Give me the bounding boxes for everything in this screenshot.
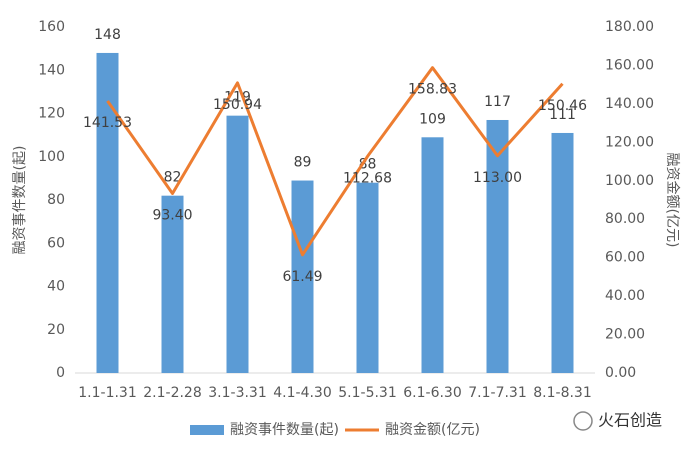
y2-tick-label: 20.00 <box>605 327 645 343</box>
x-tick-label: 2.1-2.28 <box>143 385 202 401</box>
y2-tick-label: 160.00 <box>605 57 654 73</box>
y-tick-label: 40 <box>47 279 65 295</box>
y-tick-label: 100 <box>38 149 65 165</box>
x-tick-label: 8.1-8.31 <box>533 385 592 401</box>
line <box>106 66 564 257</box>
y-tick-label: 80 <box>47 192 65 208</box>
x-tick-label: 6.1-6.30 <box>403 385 462 401</box>
line-value-label: 112.68 <box>343 170 392 186</box>
y-tick-label: 0 <box>56 365 65 381</box>
bar-value-label: 117 <box>484 94 511 110</box>
bar-value-label: 148 <box>94 27 121 43</box>
logo: 火石创造 <box>573 411 662 431</box>
bar-value-label: 89 <box>294 155 312 171</box>
y2-tick-label: 180.00 <box>605 19 654 35</box>
bar-value-label: 111 <box>549 107 576 123</box>
line-value-label: 150.46 <box>538 98 587 114</box>
y2-tick-label: 0.00 <box>605 365 636 381</box>
bar-value-label: 109 <box>419 111 446 127</box>
line-value-label: 93.40 <box>152 207 192 223</box>
bar-value-label: 82 <box>164 170 182 186</box>
line-value-label: 150.94 <box>213 97 262 113</box>
y-tick-label: 140 <box>38 62 65 78</box>
bar <box>421 137 444 373</box>
y-axis-label: 融资事件数量(起) <box>12 146 28 255</box>
y-tick-label: 160 <box>38 19 65 35</box>
y2-tick-label: 80.00 <box>605 211 645 227</box>
line-value-label: 113.00 <box>473 170 522 186</box>
line-value-label: 61.49 <box>282 269 322 285</box>
x-tick-label: 7.1-7.31 <box>468 385 527 401</box>
x-tick-label: 5.1-5.31 <box>338 385 397 401</box>
legend-label: 融资金额(亿元) <box>385 422 480 438</box>
y2-tick-label: 100.00 <box>605 173 654 189</box>
y2-tick-label: 120.00 <box>605 134 654 150</box>
x-tick-label: 1.1-1.31 <box>78 385 137 401</box>
y-tick-label: 60 <box>47 235 65 251</box>
logo-text: 火石创造 <box>598 411 662 430</box>
legend-label: 融资事件数量(起) <box>230 422 339 438</box>
line-value-label: 141.53 <box>83 115 132 131</box>
y-tick-label: 20 <box>47 322 65 338</box>
y2-tick-label: 60.00 <box>605 250 645 266</box>
bar <box>161 195 184 373</box>
y-tick-label: 120 <box>38 106 65 122</box>
line-value-label: 158.83 <box>408 82 457 98</box>
bar <box>486 119 509 373</box>
logo-icon <box>573 411 593 431</box>
y2-tick-label: 40.00 <box>605 288 645 304</box>
legend-swatch <box>190 425 224 435</box>
bar <box>291 180 314 373</box>
bar <box>226 115 249 373</box>
bar <box>96 52 119 373</box>
x-tick-label: 4.1-4.30 <box>273 385 332 401</box>
bar <box>356 182 379 373</box>
y2-tick-label: 140.00 <box>605 96 654 112</box>
x-tick-label: 3.1-3.31 <box>208 385 267 401</box>
bar <box>551 132 574 373</box>
y2-axis-label: 融资金额(亿元) <box>664 153 680 248</box>
